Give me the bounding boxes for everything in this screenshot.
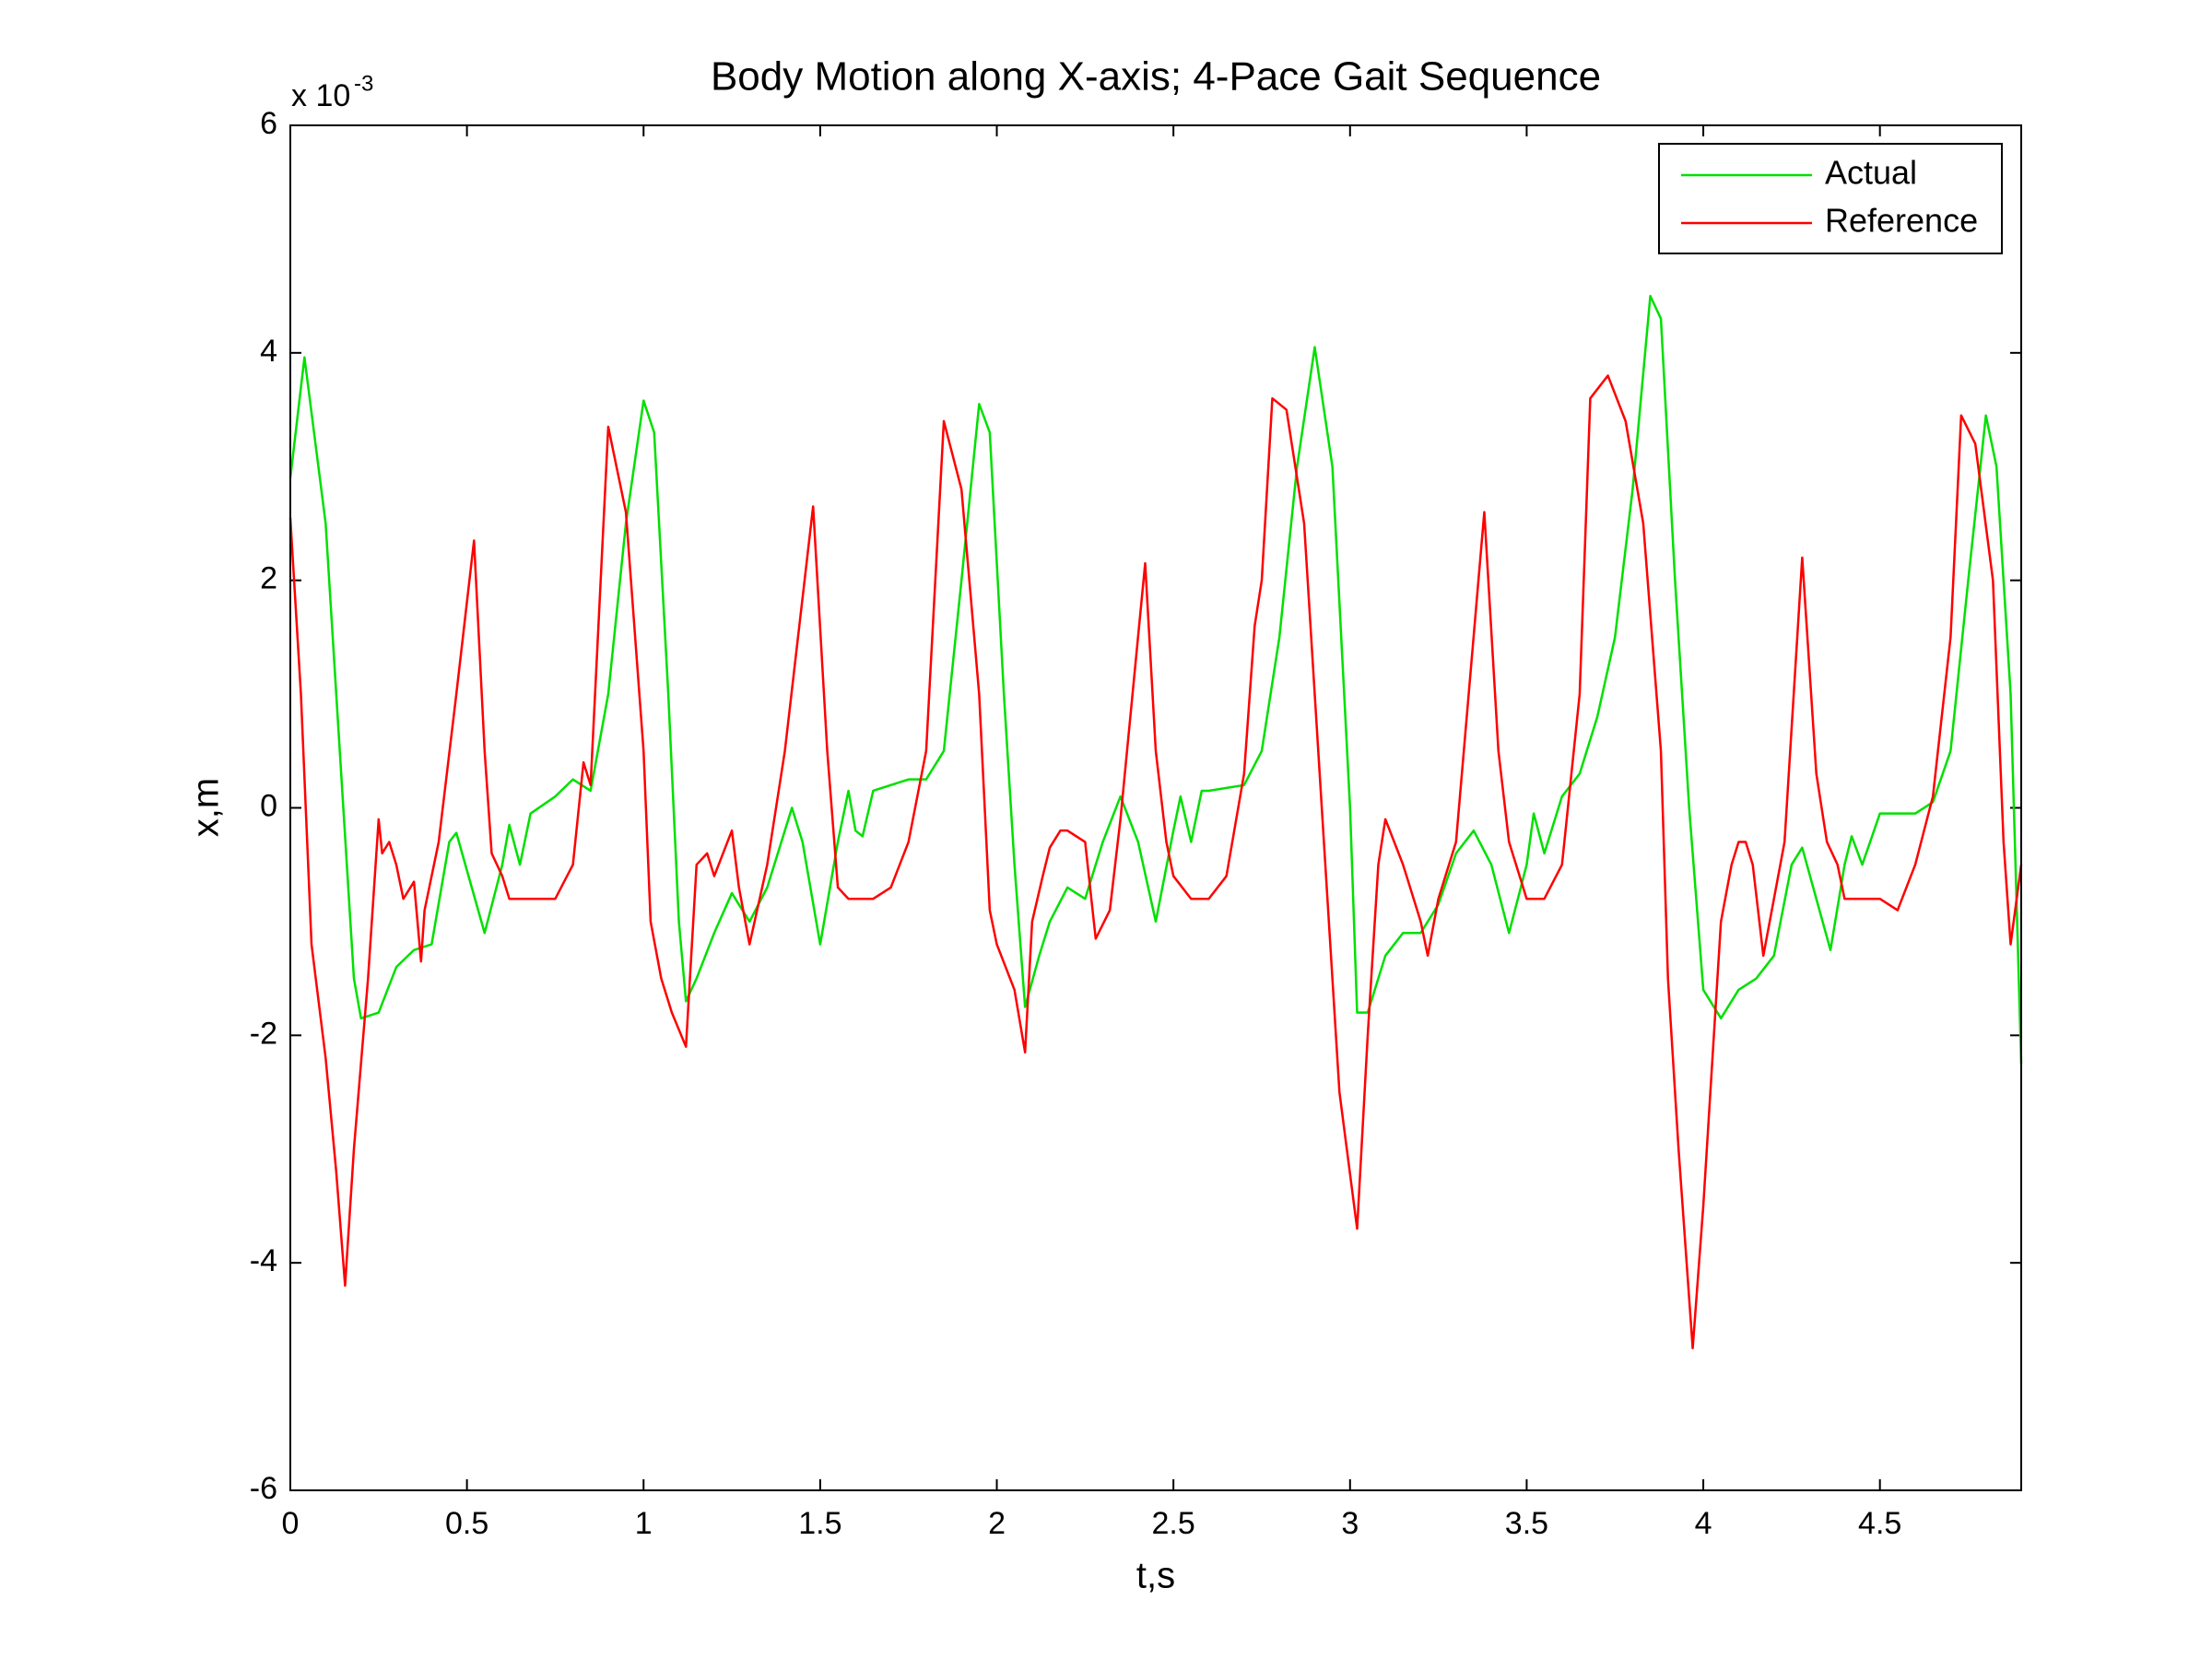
legend-box (1658, 143, 2003, 254)
y-tick-label: 6 (260, 106, 277, 141)
series-line (288, 374, 2023, 1349)
series-line (288, 294, 2023, 1065)
x-tick-label: 0.5 (445, 1506, 488, 1541)
x-tick-label: 4.5 (1858, 1506, 1901, 1541)
legend-label: Reference (1825, 202, 1978, 240)
x-tick-label: 1 (635, 1506, 653, 1541)
chart-title: Body Motion along X-axis; 4-Pace Gait Se… (711, 54, 1601, 100)
x-tick-label: 1.5 (798, 1506, 841, 1541)
y-multiplier-exponent: -3 (354, 71, 373, 96)
x-tick-label: 4 (1695, 1506, 1712, 1541)
x-tick-label: 3 (1341, 1506, 1359, 1541)
y-tick-label: -2 (250, 1016, 277, 1051)
y-multiplier: x 10 (291, 78, 350, 113)
y-tick-label: 0 (260, 788, 277, 823)
y-tick-label: -4 (250, 1243, 277, 1278)
y-axis-label: x,m (186, 778, 227, 837)
y-tick-label: 4 (260, 334, 277, 369)
y-tick-label: -6 (250, 1471, 277, 1506)
x-tick-label: 2 (988, 1506, 1006, 1541)
axes-box (289, 124, 2022, 1491)
x-axis-label: t,s (1136, 1556, 1175, 1596)
legend-label: Actual (1825, 154, 1917, 192)
x-tick-label: 0 (282, 1506, 300, 1541)
y-tick-label: 2 (260, 561, 277, 596)
x-tick-label: 2.5 (1152, 1506, 1195, 1541)
x-tick-label: 3.5 (1505, 1506, 1548, 1541)
